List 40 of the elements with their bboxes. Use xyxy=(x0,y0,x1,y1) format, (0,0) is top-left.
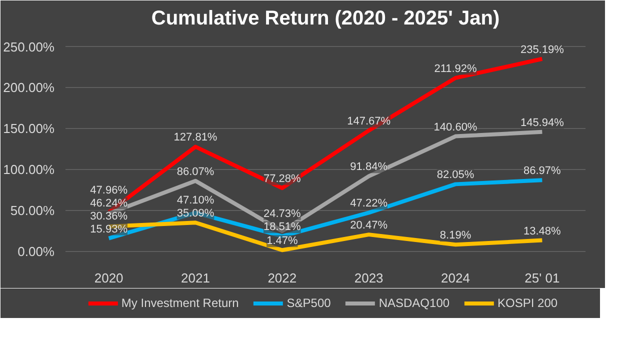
data-label: 30.36% xyxy=(90,210,128,222)
data-label: 47.22% xyxy=(350,198,388,210)
data-label: 91.84% xyxy=(350,161,388,174)
legend-label: S&P500 xyxy=(286,296,331,310)
data-label: 8.19% xyxy=(440,230,472,242)
data-label: 77.28% xyxy=(264,173,302,186)
legend-label: My Investment Return xyxy=(121,296,239,310)
x-tick-label: 2024 xyxy=(441,270,470,286)
data-label: 211.92% xyxy=(434,62,478,75)
x-tick-label: 25' 01 xyxy=(524,270,560,286)
legend-label: NASDAQ100 xyxy=(378,296,450,310)
data-label: 24.73% xyxy=(264,208,302,220)
y-tick-label: 50.00% xyxy=(10,202,55,218)
data-label: 86.07% xyxy=(176,166,214,178)
data-label: 82.05% xyxy=(436,169,474,182)
data-label: 1.47% xyxy=(266,235,298,248)
data-label: 47.96% xyxy=(90,184,128,196)
x-tick-label: 2021 xyxy=(181,270,210,286)
y-tick-label: 100.00% xyxy=(3,162,55,177)
y-tick-label: 0.00% xyxy=(18,244,55,259)
data-label: 235.19% xyxy=(520,44,564,56)
y-tick-label: 250.00% xyxy=(3,39,55,54)
data-label: 147.67% xyxy=(347,115,391,128)
legend-label: KOSPI 200 xyxy=(498,296,558,310)
x-tick-label: 2022 xyxy=(268,270,297,286)
y-tick-label: 200.00% xyxy=(3,80,55,96)
x-tick-label: 2023 xyxy=(354,270,384,286)
x-tick-label: 2020 xyxy=(94,270,124,286)
data-label: 86.97% xyxy=(524,165,562,178)
y-tick-label: 150.00% xyxy=(3,121,55,136)
data-label: 127.81% xyxy=(174,132,218,144)
data-label: 145.94% xyxy=(520,116,564,129)
data-label: 18.51% xyxy=(264,221,302,234)
data-label: 47.10% xyxy=(176,194,214,207)
data-label: 13.48% xyxy=(524,225,562,238)
data-label: 20.47% xyxy=(350,220,388,232)
data-label: 46.24% xyxy=(90,197,128,210)
data-label: 15.93% xyxy=(90,223,128,236)
data-label: 140.60% xyxy=(434,121,478,134)
chart-title: Cumulative Return (2020 - 2025' Jan) xyxy=(151,8,500,30)
